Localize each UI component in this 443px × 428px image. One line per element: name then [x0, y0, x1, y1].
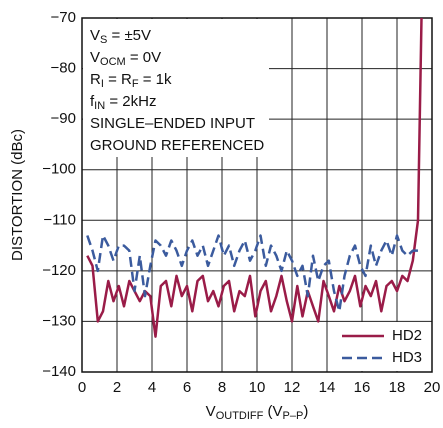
annotation-background: [83, 19, 269, 157]
annotation: fIN = 2kHz: [90, 93, 156, 112]
y-tick-label: −70: [51, 9, 76, 26]
x-tick-label: 18: [389, 379, 406, 396]
y-tick-label: −90: [51, 110, 76, 127]
y-tick-label: −140: [42, 363, 76, 380]
annotation-part: R: [90, 71, 101, 88]
series-line: [86, 17, 423, 338]
legend-label: HD3: [392, 349, 422, 366]
annotation-part: I: [101, 78, 104, 90]
y-tick-label: −120: [42, 262, 76, 279]
x-axis-label-part: ): [303, 403, 308, 420]
plot-border: [81, 17, 433, 373]
annotation-part: GROUND REFERENCED: [90, 137, 264, 154]
annotation: SINGLE–ENDED INPUT: [90, 115, 255, 132]
annotation-part: OCM: [100, 56, 126, 68]
annotation: GROUND REFERENCED: [90, 137, 264, 154]
y-axis-label: DISTORTION (dBc): [9, 129, 26, 261]
annotation-part: = 1k: [139, 71, 172, 88]
annotation-part: S: [100, 34, 107, 46]
annotation-part: IN: [94, 100, 105, 112]
annotation-part: = 0V: [126, 49, 161, 66]
annotation-part: V: [90, 27, 100, 44]
x-axis-label-part: P–P: [283, 410, 304, 422]
y-tick-label: −80: [51, 60, 76, 77]
annotation-part: f: [90, 93, 95, 110]
annotation: RI = RF = 1k: [90, 71, 172, 90]
annotation-part: V: [90, 49, 100, 66]
annotation: VOCM = 0V: [90, 49, 161, 68]
x-tick-label: 16: [354, 379, 371, 396]
x-axis-label-part: V: [206, 403, 216, 420]
annotation-part: F: [132, 78, 139, 90]
x-tick-label: 0: [78, 379, 86, 396]
x-axis-label-part: (V: [263, 403, 282, 420]
x-tick-label: 4: [148, 379, 156, 396]
x-tick-label: 6: [183, 379, 191, 396]
legend-background: [334, 322, 431, 371]
x-axis-label: VOUTDIFF (VP–P): [206, 403, 309, 422]
x-tick-label: 2: [113, 379, 121, 396]
annotation-part: = R: [104, 71, 132, 88]
y-tick-label: −100: [42, 161, 76, 178]
annotation-part: SINGLE–ENDED INPUT: [90, 115, 255, 132]
y-tick-label: −110: [43, 211, 76, 228]
legend-label: HD2: [392, 327, 422, 344]
x-tick-label: 8: [218, 379, 226, 396]
annotation: VS = ±5V: [90, 27, 151, 46]
x-axis-label-part: OUTDIFF: [216, 410, 264, 422]
x-tick-label: 12: [284, 379, 301, 396]
x-tick-label: 20: [424, 379, 441, 396]
annotation-part: = 2kHz: [105, 93, 156, 110]
series-line: [86, 234, 418, 313]
x-tick-label: 10: [249, 379, 266, 396]
annotation-part: = ±5V: [107, 27, 151, 44]
y-tick-label: −130: [42, 312, 76, 329]
x-tick-label: 14: [319, 379, 336, 396]
